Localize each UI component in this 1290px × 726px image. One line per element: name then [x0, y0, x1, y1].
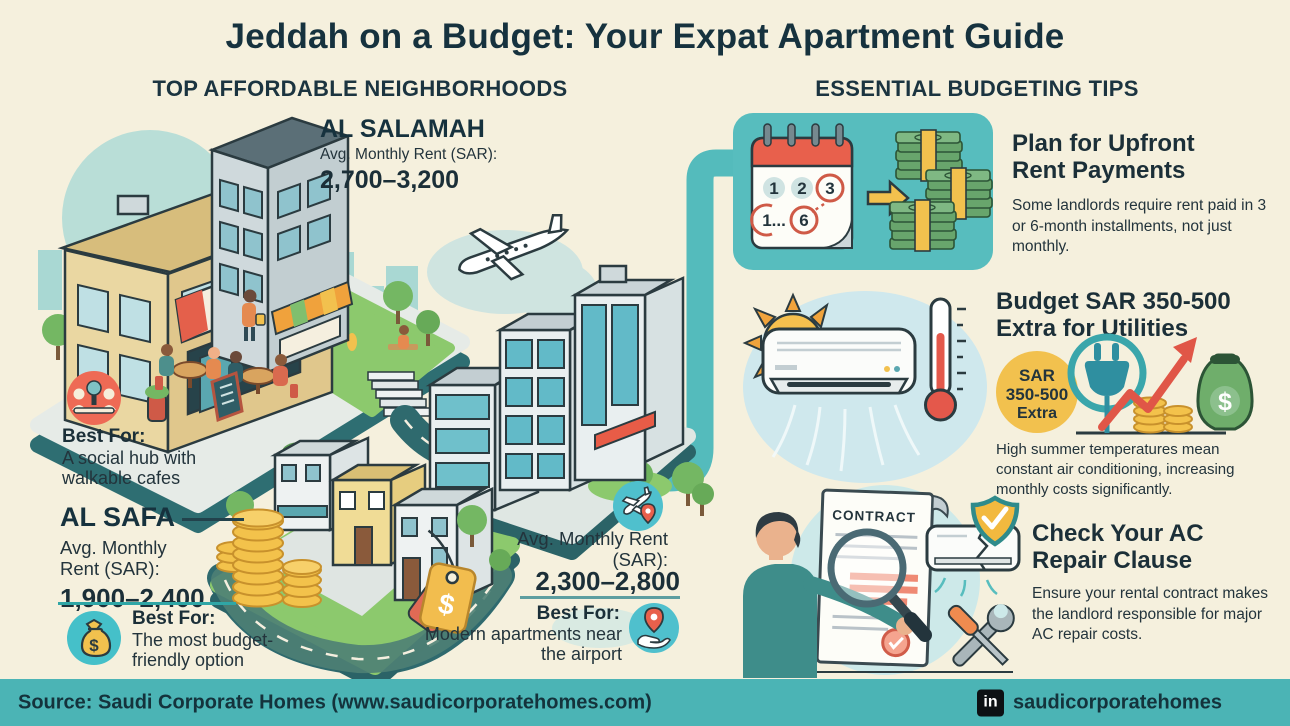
rent-range: 2,300–2,800 [535, 566, 680, 596]
rent-range: 1,900–2,400 [60, 582, 205, 613]
arrow-right-icon [866, 179, 910, 217]
thermometer-icon [924, 297, 966, 422]
tip-title-utilities: Budget SAR 350-500 Extra for Utilities [996, 288, 1231, 343]
divider-line [520, 596, 680, 599]
neighborhood-al-safa: AL SAFA Avg. Monthly Rent (SAR): 1,900–2… [60, 504, 260, 614]
contract-label: CONTRACT [832, 507, 916, 525]
divider-line [58, 602, 236, 605]
sar-extra-badge: SAR 350-500 Extra [996, 351, 1078, 433]
contract-inspection-illustration: CONTRACT [743, 485, 1021, 678]
ac-unit-icon [761, 327, 917, 395]
lawn-people [332, 300, 409, 349]
calendar-icon: 1 2 3 1... 6 [750, 123, 854, 250]
rent-label: Avg. Monthly Rent (SAR): [320, 146, 498, 163]
calendar-day: 3 [825, 179, 834, 198]
best-for-label: Best For: [536, 603, 620, 624]
neighborhood-name: AL SAFA [60, 502, 176, 532]
best-for-al-salamah: Best For: A social hub with walkable caf… [62, 426, 237, 489]
connector-ribbon [646, 149, 759, 492]
neighborhood-al-salamah: AL SALAMAH Avg. Monthly Rent (SAR): 2,70… [320, 117, 580, 195]
page-title: Jeddah on a Budget: Your Expat Apartment… [225, 17, 1065, 56]
sun-icon [742, 292, 844, 394]
best-for-text: Modern apartments near the airport [424, 624, 622, 665]
cash-stacks-icon [889, 129, 993, 252]
stairs [367, 371, 431, 417]
upfront-rent-illustration: 1 2 3 1... 6 [733, 113, 993, 270]
cafe-awning [145, 240, 340, 422]
svg-text:SAR: SAR [1019, 366, 1055, 385]
rent-label: Avg. Monthly Rent (SAR): [60, 537, 167, 580]
tip-body-utilities: High summer temperatures mean constant a… [996, 441, 1235, 498]
lawn-trees [42, 281, 440, 369]
ac-cooling-illustration [742, 291, 987, 483]
tools-icon [947, 604, 1015, 667]
svg-text:350-500: 350-500 [1006, 385, 1068, 404]
location-hand-icon [629, 603, 679, 653]
plug-icon [1067, 333, 1147, 433]
modern-towers [425, 264, 714, 516]
calendar-day: 1 [769, 179, 778, 198]
tip-title-upfront-rent: Plan for Upfront Rent Payments [1012, 130, 1195, 185]
shield-check-icon [970, 495, 1020, 547]
cracked-ac-icon [925, 524, 1021, 597]
airplane-pin-icon [613, 481, 663, 531]
al-safa-pointer-line [182, 518, 244, 521]
linkedin-link[interactable]: in saudicorporatehomes [977, 689, 1222, 716]
menu-board [210, 370, 244, 423]
money-bag-green-icon: $ [1196, 353, 1254, 431]
magnifying-glass-icon [827, 528, 932, 642]
left-section-heading: TOP AFFORDABLE NEIGHBORHOODS [152, 76, 568, 101]
person-reviewing [743, 512, 914, 678]
best-for-label: Best For: [132, 608, 216, 629]
best-for-al-safa: Best For: The most budget-friendly optio… [132, 608, 300, 671]
calendar-day: 6 [799, 211, 808, 230]
rising-arrow-icon [1098, 337, 1197, 431]
neighborhood-name: AL SALAMAH [320, 115, 485, 143]
best-for-text: The most budget-friendly option [132, 630, 274, 671]
best-for-label: Best For: [62, 426, 146, 447]
tan-building [57, 188, 337, 454]
contract-document: CONTRACT [815, 488, 949, 668]
skyline-silhouette [318, 252, 418, 352]
airplane [458, 213, 570, 281]
airflow-lines [771, 404, 921, 472]
linkedin-icon[interactable]: in [977, 689, 1004, 716]
footer-bar: Source: Saudi Corporate Homes (www.saudi… [0, 679, 1290, 726]
cafe-people-icon [67, 371, 121, 425]
dollar-glyph: $ [1218, 388, 1232, 416]
right-section-heading: ESSENTIAL BUDGETING TIPS [815, 76, 1139, 101]
best-for-text: A social hub with walkable cafes [62, 448, 197, 489]
tip-title-ac-repair: Check Your AC Repair Clause [1032, 520, 1204, 575]
calendar-day: 2 [797, 179, 806, 198]
dollar-glyph: $ [89, 636, 99, 655]
tip-body-ac-repair: Ensure your rental contract makes the la… [1032, 585, 1269, 644]
tip-body-upfront-rent: Some landlords require rent paid in 3 or… [1012, 197, 1267, 256]
linkedin-handle[interactable]: saudicorporatehomes [1013, 691, 1222, 713]
rent-label: Avg. Monthly Rent (SAR): [517, 528, 668, 571]
calendar-day: 1... [762, 211, 786, 230]
svg-text:Extra: Extra [1017, 405, 1057, 422]
rent-range: 2,700–3,200 [320, 166, 460, 194]
coin-stack-icon [1133, 396, 1193, 434]
source-text: Source: Saudi Corporate Homes (www.saudi… [18, 691, 652, 713]
money-bag-icon: $ [67, 611, 121, 665]
